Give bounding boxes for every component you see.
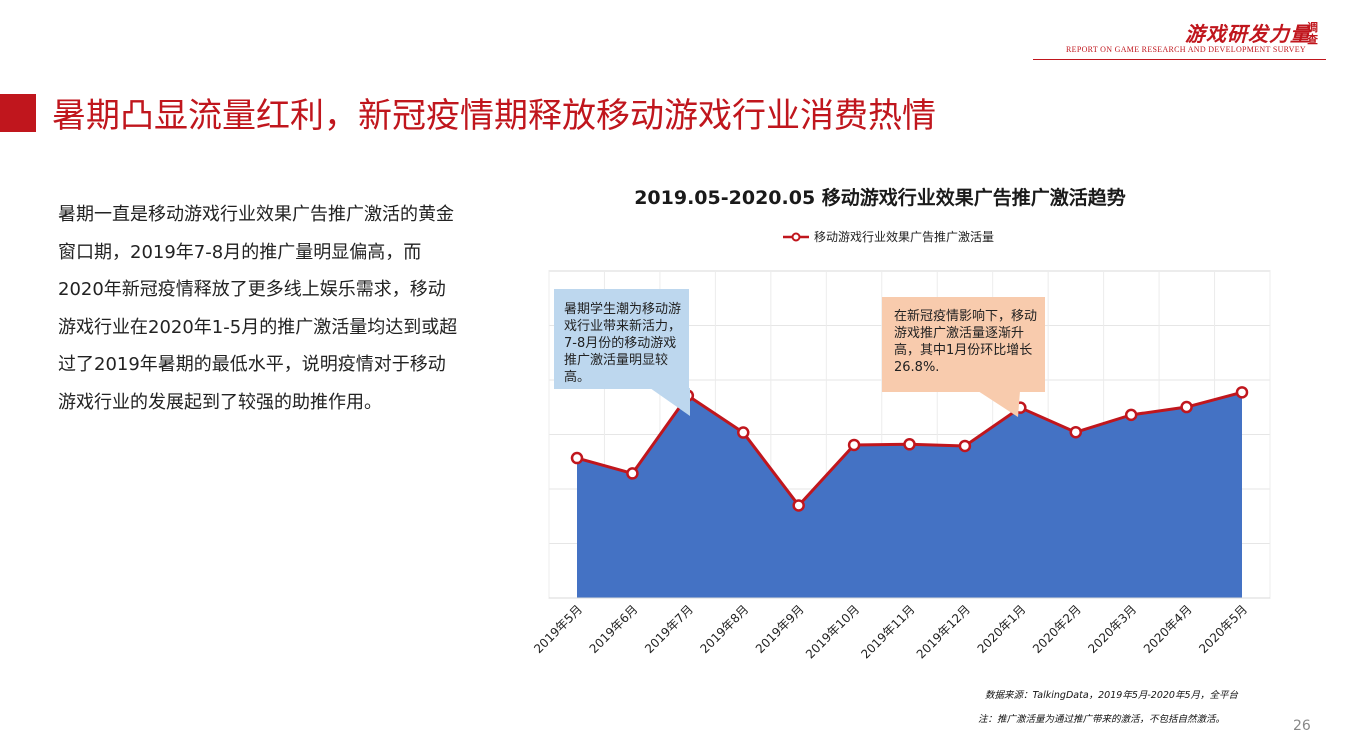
x-tick-label: 2020年5月 <box>1196 602 1250 656</box>
page-number: 26 <box>1293 718 1311 734</box>
brand-tag: 调查 <box>1307 21 1318 46</box>
x-tick-label: 2019年6月 <box>587 602 641 656</box>
data-point <box>570 451 584 465</box>
x-tick-label: 2020年1月 <box>975 602 1029 656</box>
brand-title: 游戏研发力量 <box>1185 22 1311 46</box>
data-point <box>1069 425 1082 439</box>
summer-callout: 暑期学生潮为移动游戏行业带来新活力，7-8月份的移动游戏推广激活量明显较高。 <box>554 289 689 389</box>
data-note: 注：推广激活量为通过推广带来的激活，不包括自然激活。 <box>978 714 1226 725</box>
covid-callout-pointer <box>978 391 1020 417</box>
title-accent-bar <box>0 94 36 132</box>
series-area <box>577 392 1242 598</box>
data-point <box>1180 400 1193 414</box>
brand-subtitle: REPORT ON GAME RESEARCH AND DEVELOPMENT … <box>1066 45 1306 54</box>
x-tick-label: 2020年2月 <box>1030 602 1084 656</box>
x-tick-label: 2019年5月 <box>531 602 585 656</box>
covid-callout: 在新冠疫情影响下，移动游戏推广激活量逐渐升高，其中1月份环比增长26.8%. <box>882 297 1045 392</box>
x-tick-label: 2019年9月 <box>753 602 807 656</box>
x-tick-label: 2020年4月 <box>1141 602 1195 656</box>
legend-label: 移动游戏行业效果广告推广激活量 <box>814 230 995 244</box>
page-title: 暑期凸显流量红利，新冠疫情期释放移动游戏行业消费热情 <box>52 96 936 136</box>
x-tick-label: 2020年3月 <box>1085 602 1139 656</box>
x-tick-label: 2019年7月 <box>642 602 696 656</box>
data-point <box>958 439 972 453</box>
summer-callout-pointer <box>650 388 690 416</box>
data-point <box>903 438 916 451</box>
data-point <box>792 499 805 512</box>
x-tick-label: 2019年8月 <box>697 602 751 656</box>
x-tick-label: 2019年12月 <box>914 602 973 661</box>
data-point <box>1235 386 1249 399</box>
data-source: 数据来源：TalkingData，2019年5月-2020年5月，全平台 <box>985 690 1239 701</box>
chart-title: 2019.05-2020.05 移动游戏行业效果广告推广激活趋势 <box>634 187 1126 209</box>
data-point <box>737 426 750 439</box>
data-point <box>847 438 861 452</box>
legend-marker-icon <box>783 232 809 241</box>
chart-legend: 移动游戏行业效果广告推广激活量 <box>782 228 994 245</box>
x-tick-label: 2019年10月 <box>803 602 862 661</box>
data-point <box>626 467 639 480</box>
x-tick-label: 2019年11月 <box>858 602 917 661</box>
brand-divider <box>1033 59 1326 60</box>
body-paragraph: 暑期一直是移动游戏行业效果广告推广激活的黄金窗口期，2019年7-8月的推广量明… <box>58 204 458 413</box>
data-point <box>1124 408 1138 422</box>
